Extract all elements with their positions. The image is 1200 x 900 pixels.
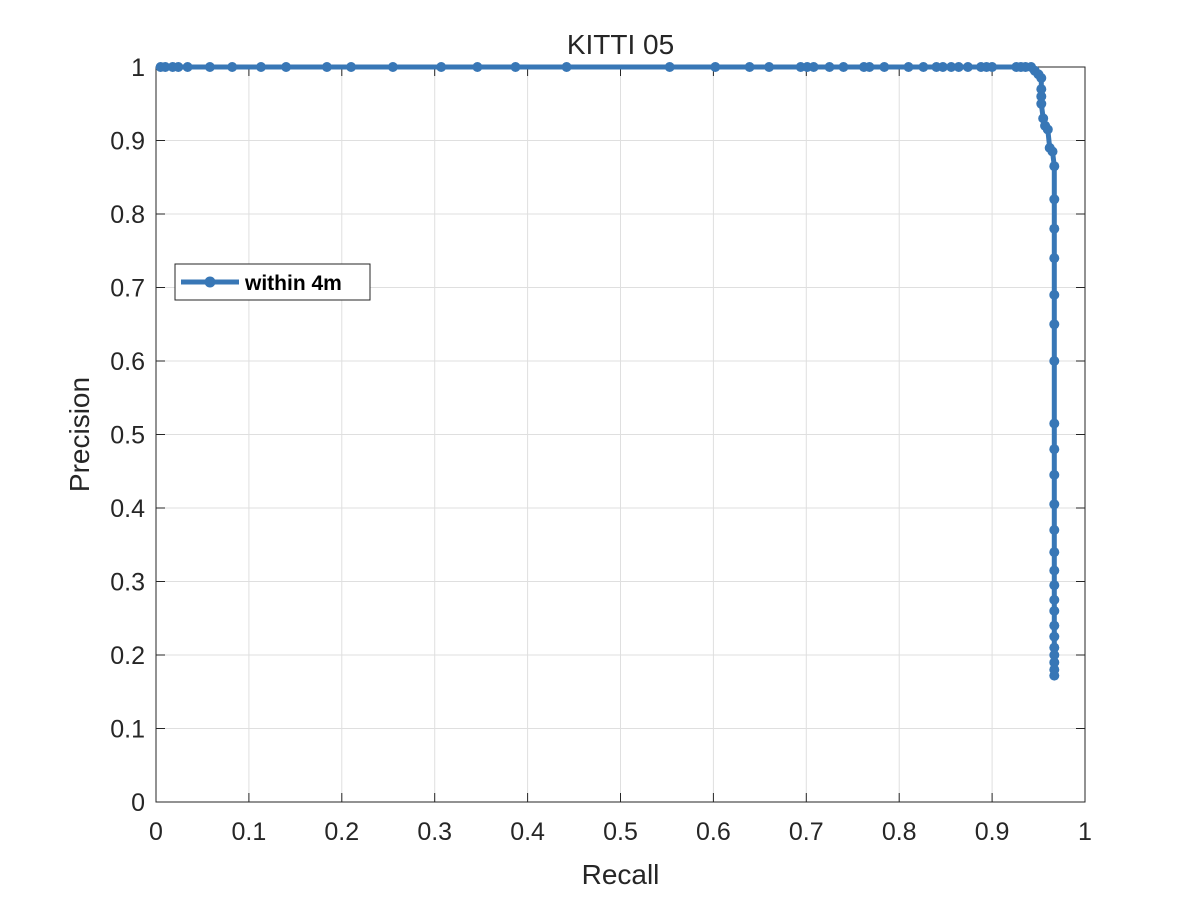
legend-label: within 4m — [244, 272, 342, 295]
data-point-marker — [953, 62, 964, 72]
data-point-marker — [864, 62, 875, 72]
data-point-marker — [1049, 289, 1060, 300]
y-tick-label: 0.4 — [110, 495, 145, 523]
x-tick-label: 0.4 — [510, 818, 545, 846]
legend-marker-swatch — [204, 276, 216, 288]
y-tick-label: 0.3 — [110, 569, 145, 597]
data-point-marker — [937, 62, 948, 72]
data-point-marker — [1049, 356, 1060, 366]
data-point-marker — [256, 62, 266, 72]
y-axis-label: Precision — [64, 377, 95, 492]
data-point-marker — [1049, 499, 1060, 510]
y-tick-label: 0.2 — [110, 642, 145, 670]
data-point-marker — [838, 62, 849, 72]
data-point-marker — [1049, 620, 1060, 631]
data-point-marker — [1049, 253, 1060, 264]
data-point-marker — [879, 62, 890, 72]
data-point-marker — [1049, 161, 1060, 172]
data-point-marker — [1049, 580, 1060, 591]
y-tick-label: 0.5 — [110, 422, 145, 450]
data-point-marker — [1049, 670, 1060, 681]
data-point-marker — [1049, 642, 1060, 653]
data-point-marker — [1049, 657, 1060, 668]
data-point-marker — [918, 62, 929, 72]
data-point-marker — [824, 62, 835, 72]
x-tick-label: 0.5 — [603, 818, 638, 846]
data-point-marker — [1049, 594, 1060, 605]
data-point-marker — [664, 62, 675, 72]
data-point-marker — [387, 62, 398, 72]
data-point-marker — [1049, 418, 1060, 429]
data-point-marker — [160, 62, 171, 72]
x-tick-label: 0 — [149, 818, 163, 846]
data-point-marker — [1049, 631, 1060, 642]
x-tick-label: 0.6 — [696, 818, 731, 846]
x-tick-label: 1 — [1078, 818, 1092, 846]
data-point-marker — [281, 62, 292, 72]
y-tick-label: 0.8 — [110, 201, 145, 229]
x-tick-label: 0.8 — [882, 818, 917, 846]
data-point-marker — [173, 62, 184, 72]
data-point-marker — [1049, 605, 1060, 616]
data-point-marker — [1049, 223, 1060, 234]
data-point-marker — [204, 62, 215, 72]
x-tick-label: 0.2 — [324, 818, 359, 846]
x-tick-label: 0.1 — [232, 818, 267, 846]
chart-title: KITTI 05 — [567, 29, 674, 60]
y-tick-label: 0 — [131, 789, 145, 817]
y-tick-label: 0.7 — [110, 275, 145, 303]
data-point-marker — [321, 62, 332, 72]
y-tick-label: 1 — [131, 54, 145, 82]
data-point-marker — [764, 62, 775, 72]
data-point-marker — [182, 62, 193, 72]
series-layer — [155, 62, 1060, 681]
data-point-marker — [744, 62, 755, 72]
data-point-marker — [436, 62, 447, 72]
data-point-marker — [1049, 525, 1060, 535]
data-point-marker — [962, 62, 973, 72]
data-point-marker — [227, 62, 238, 72]
data-point-marker — [1036, 91, 1047, 102]
data-point-marker — [946, 62, 957, 72]
data-point-marker — [710, 62, 721, 72]
data-point-marker — [346, 62, 357, 72]
data-point-marker — [903, 62, 914, 72]
y-tick-label: 0.1 — [110, 716, 145, 744]
axis-ticks: 0 0.1 0.2 0.3 0.4 0.5 0.6 0.7 0.8 0.9 1 0 0.1 0.2 0.3 0… — [110, 54, 1092, 846]
data-point-marker — [1036, 98, 1047, 109]
data-point-marker — [1036, 73, 1047, 83]
data-point-marker — [1049, 194, 1060, 205]
y-tick-label: 0.6 — [110, 348, 145, 376]
data-point-marker — [808, 62, 819, 72]
data-point-marker — [1047, 146, 1058, 157]
x-tick-label: 0.3 — [417, 818, 452, 846]
data-point-marker — [1049, 469, 1060, 480]
x-tick-label: 0.9 — [975, 818, 1010, 846]
data-point-marker — [1049, 650, 1060, 660]
data-point-marker — [561, 62, 572, 72]
data-point-marker — [1049, 319, 1060, 330]
data-point-marker — [1036, 84, 1047, 95]
data-point-marker — [1049, 444, 1060, 455]
data-point-marker — [472, 62, 483, 72]
data-point-marker — [1049, 565, 1060, 576]
data-point-marker — [1042, 124, 1053, 135]
data-point-marker — [510, 62, 521, 72]
x-tick-label: 0.7 — [789, 818, 824, 846]
data-point-marker — [987, 62, 998, 72]
grid-lines — [156, 67, 1085, 802]
data-point-marker — [1049, 547, 1060, 558]
y-tick-label: 0.9 — [110, 128, 145, 156]
legend: within 4m — [174, 263, 371, 301]
x-axis-label: Recall — [582, 859, 660, 890]
